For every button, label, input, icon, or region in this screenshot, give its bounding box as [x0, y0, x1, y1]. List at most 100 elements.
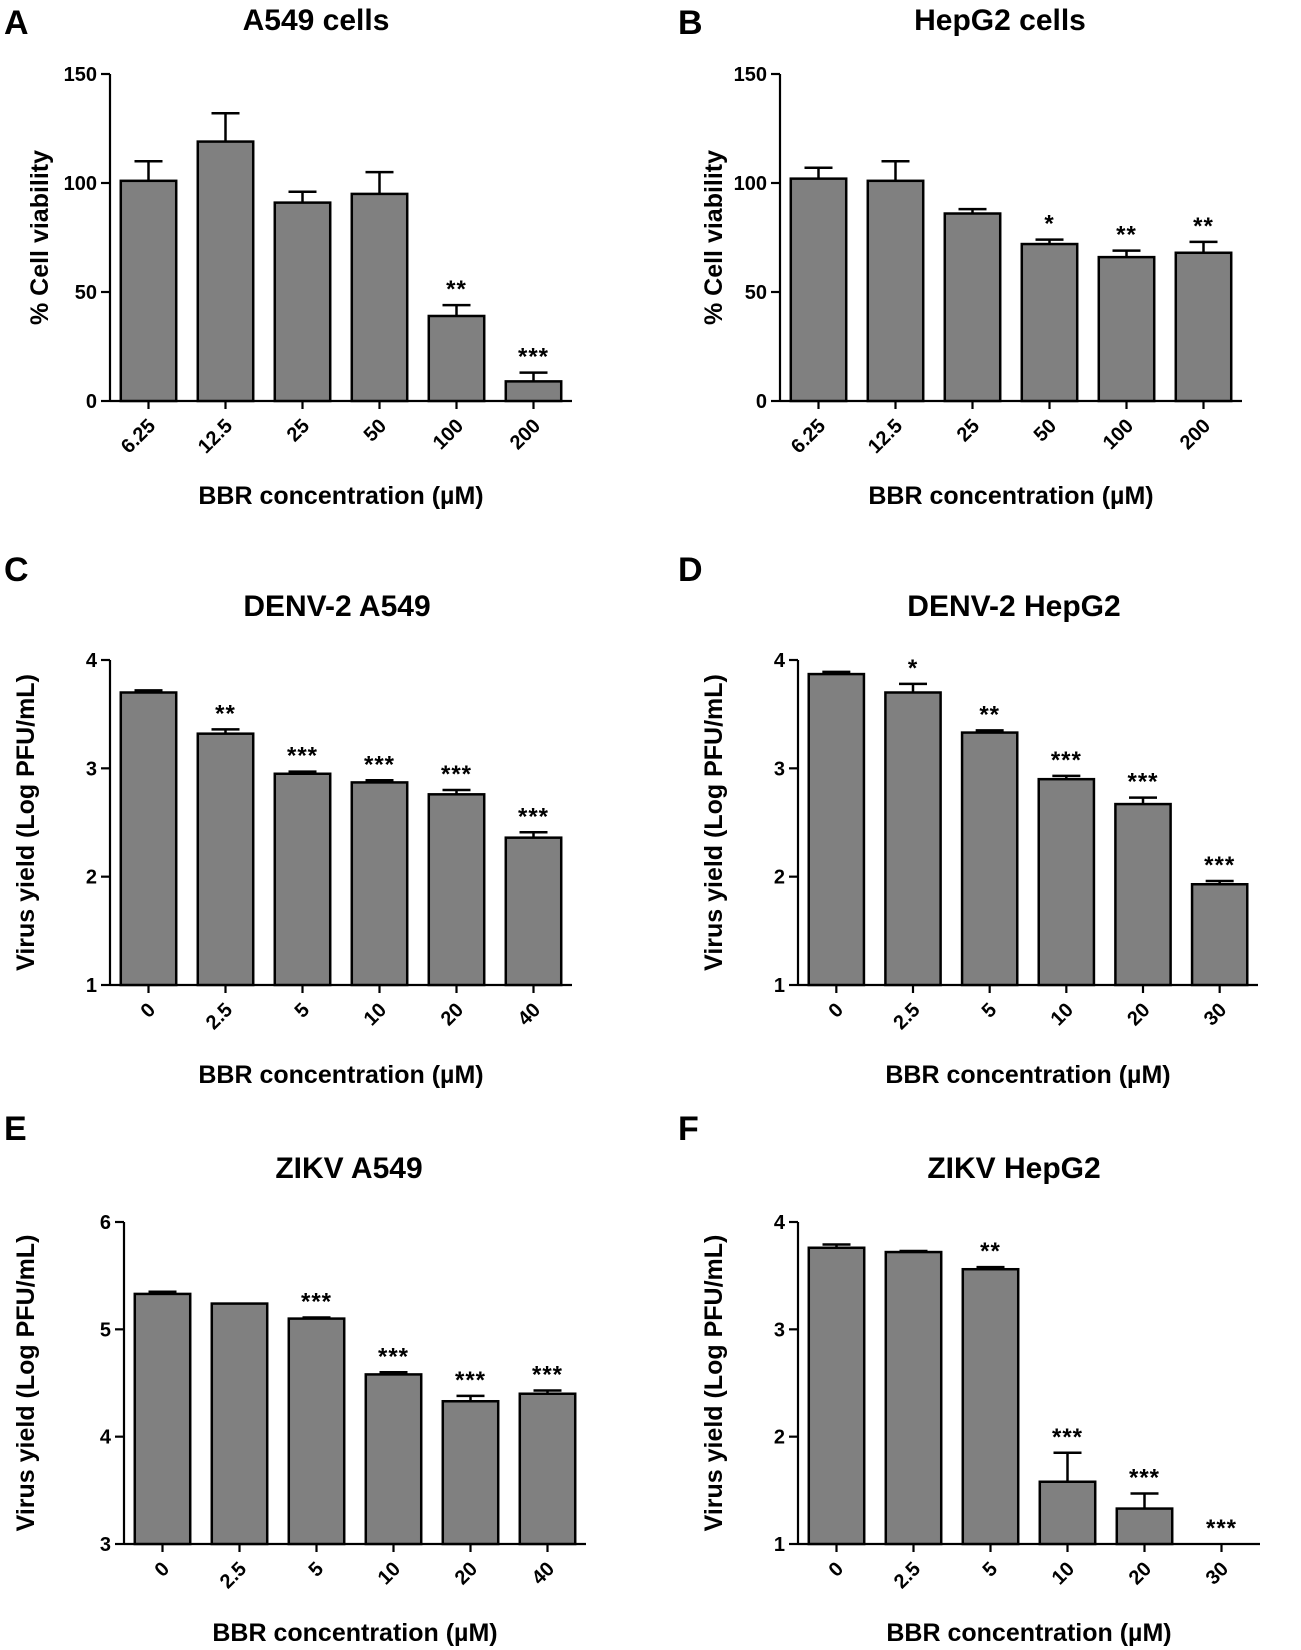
chart-panel-b: B HepG2 cells 0 50 100 150 6.25 12.5 25 * 50 ** 100 *…: [678, 4, 1242, 510]
significance-label: ***: [532, 1362, 563, 1389]
x-tick-label: 6.25: [117, 415, 160, 458]
bar: [1190, 883, 1249, 987]
x-tick-label: 2.5: [202, 999, 237, 1034]
y-tick-label: 4: [100, 1427, 112, 1449]
bar: [427, 314, 486, 403]
x-tick-label: 2.5: [889, 999, 924, 1034]
significance-label: ***: [1206, 1515, 1237, 1542]
bar: [504, 836, 563, 987]
significance-label: ***: [378, 1343, 409, 1370]
x-axis-label: BBR concentration (µM): [198, 1061, 483, 1089]
x-tick-label: 2.5: [216, 1558, 251, 1593]
chart-title: A549 cells: [243, 4, 390, 37]
y-tick-label: 3: [774, 1319, 785, 1341]
chart-title: ZIKV A549: [275, 1152, 422, 1185]
x-tick-label: 40: [514, 999, 545, 1030]
bar: [1037, 777, 1096, 987]
x-tick-label: 50: [360, 415, 391, 446]
bar: [884, 1250, 943, 1546]
panel-letter: E: [4, 1110, 27, 1148]
y-tick-label: 4: [774, 1212, 786, 1234]
y-tick-label: 100: [64, 173, 97, 195]
significance-label: **: [980, 1238, 1001, 1265]
x-tick-label: 2.5: [890, 1558, 925, 1593]
x-tick-label: 0: [151, 1558, 174, 1581]
x-tick-label: 6.25: [787, 415, 830, 458]
bar: [807, 672, 866, 987]
y-tick-label: 2: [86, 867, 97, 889]
x-tick-label: 20: [1123, 999, 1154, 1030]
significance-label: **: [446, 276, 467, 303]
bar: [273, 772, 332, 987]
y-tick-label: 50: [75, 282, 97, 304]
significance-label: ***: [287, 743, 318, 770]
y-tick-label: 150: [734, 64, 767, 86]
chart-title: HepG2 cells: [914, 4, 1086, 37]
y-tick-label: 0: [756, 391, 767, 413]
chart-title: DENV-2 A549: [243, 590, 430, 623]
bar: [1174, 251, 1233, 403]
bar: [364, 1373, 423, 1546]
bar: [273, 201, 332, 403]
chart-panel-f: F ZIKV HepG2 1 2 3 4 0 2.5 ** 5 *** 10 *** 20 *** 30 BBR…: [678, 1110, 1260, 1647]
significance-label: ***: [1051, 747, 1082, 774]
significance-label: **: [979, 701, 1000, 728]
y-tick-label: 50: [745, 282, 767, 304]
significance-label: ***: [1129, 1465, 1160, 1492]
bar: [1038, 1480, 1097, 1546]
x-tick-label: 0: [137, 999, 160, 1022]
x-axis-label: BBR concentration (µM): [198, 482, 483, 510]
y-tick-label: 100: [734, 173, 767, 195]
y-tick-label: 2: [774, 867, 785, 889]
y-axis-label: % Cell viability: [700, 150, 728, 325]
x-tick-label: 40: [528, 1558, 559, 1589]
x-tick-label: 5: [978, 999, 1001, 1022]
bar: [504, 380, 563, 403]
chart-panel-e: E ZIKV A549 3 4 5 6 0 2.5 *** 5 *** 10 *** 20 *** 40 BBR…: [4, 1110, 586, 1647]
bar: [866, 179, 925, 403]
x-tick-label: 30: [1200, 999, 1231, 1030]
bar: [1114, 802, 1172, 987]
x-tick-label: 200: [506, 415, 545, 454]
significance-label: ***: [1052, 1424, 1083, 1451]
bar: [119, 691, 178, 987]
bar: [1020, 242, 1079, 403]
significance-label: ***: [1204, 852, 1235, 879]
significance-label: ***: [364, 751, 395, 778]
significance-label: **: [215, 700, 236, 727]
chart-panel-a: A A549 cells 0 50 100 150 6.25 12.5 25 50 ** 100 ***…: [4, 4, 572, 510]
y-tick-label: 0: [86, 391, 97, 413]
bar: [350, 192, 409, 403]
y-tick-label: 3: [774, 758, 785, 780]
x-axis-label: BBR concentration (µM): [212, 1619, 497, 1647]
bar: [119, 179, 178, 403]
x-tick-label: 5: [305, 1558, 328, 1581]
y-tick-label: 1: [774, 975, 785, 997]
significance-label: ***: [301, 1289, 332, 1316]
x-axis-label: BBR concentration (µM): [868, 482, 1153, 510]
panel-letter: C: [4, 551, 29, 589]
x-axis-label: BBR concentration (µM): [885, 1061, 1170, 1089]
bar: [287, 1317, 346, 1546]
x-axis-label: BBR concentration (µM): [886, 1619, 1171, 1647]
x-tick-label: 5: [979, 1558, 1002, 1581]
significance-label: ***: [518, 344, 549, 371]
y-tick-label: 5: [100, 1319, 111, 1341]
y-tick-label: 6: [100, 1212, 111, 1234]
x-tick-label: 10: [374, 1558, 405, 1589]
x-tick-label: 100: [1099, 415, 1138, 454]
chart-title: DENV-2 HepG2: [907, 590, 1120, 623]
y-tick-label: 4: [774, 650, 786, 672]
bar: [807, 1246, 866, 1546]
x-tick-label: 25: [283, 415, 314, 446]
chart-panel-d: D DENV-2 HepG2 1 2 3 4 0 * 2.5 ** 5 *** 10 *** 20 *** 30…: [678, 551, 1258, 1089]
significance-label: **: [1116, 222, 1137, 249]
bar: [133, 1292, 192, 1546]
bar: [789, 177, 848, 403]
x-tick-label: 20: [451, 1558, 482, 1589]
y-tick-label: 3: [100, 1534, 111, 1556]
bar: [427, 793, 486, 987]
x-tick-label: 100: [429, 415, 468, 454]
x-tick-label: 12.5: [194, 415, 237, 458]
y-axis-label: Virus yield (Log PFU/mL): [12, 1235, 40, 1532]
